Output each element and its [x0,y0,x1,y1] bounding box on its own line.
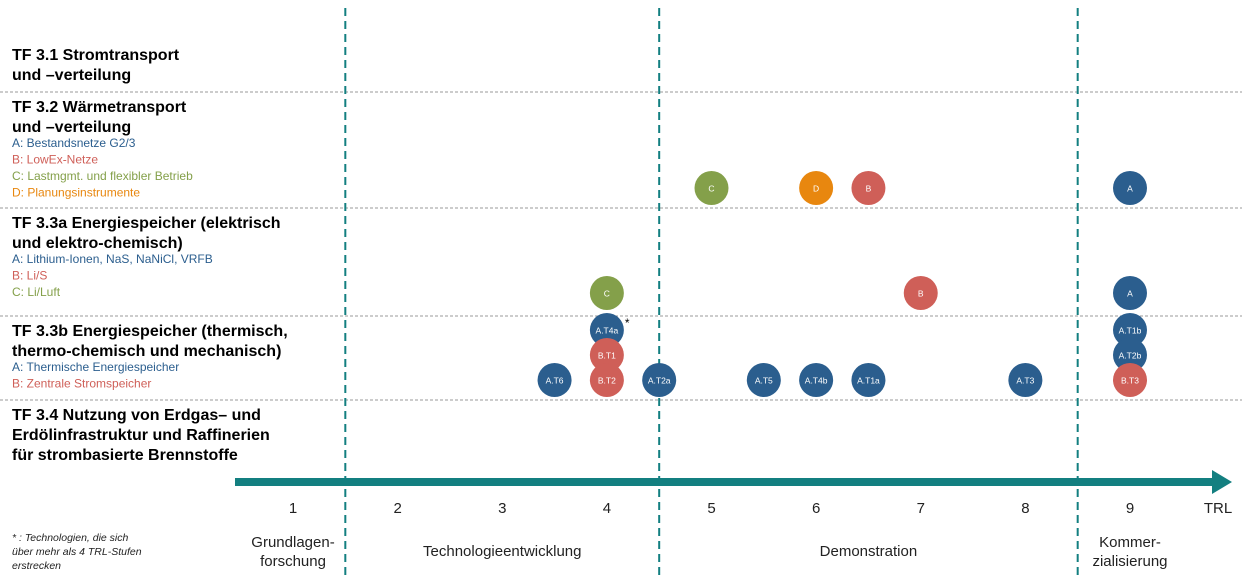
marker-label: A.T1b [1119,325,1142,335]
phase-label: Demonstration [820,543,918,560]
marker-circle [903,276,938,310]
row-title: TF 3.2 Wärmetransport [12,99,187,116]
row-title: und elektro-chemisch) [12,235,183,252]
marker-label: B.T2 [598,375,616,385]
marker-label: C [604,288,610,298]
marker-note: * [625,316,630,330]
marker-circle [1113,171,1147,205]
marker-label: A [1127,183,1133,193]
footnote: erstrecken [12,560,61,572]
marker-circle [799,171,834,205]
legend-item: A: Lithium-Ionen, NaS, NaNiCl, VRFB [12,252,213,266]
marker: A.T6 [537,363,572,397]
marker-label: A.T6 [546,375,564,385]
marker-label: A.T2a [648,375,671,385]
marker-circle [589,276,624,310]
legend-item: B: LowEx-Netze [12,153,98,167]
marker: D [799,171,834,205]
trl-tick: 2 [393,500,401,517]
legend-item: C: Li/Luft [12,285,61,299]
phase-label: Technologieentwicklung [423,543,581,560]
row-title: TF 3.4 Nutzung von Erdgas– und [12,407,261,424]
phase-label: Kommer- [1099,534,1161,551]
marker: A [1113,276,1147,310]
legend-item: A: Bestandsnetze G2/3 [12,136,136,150]
marker: A.T5 [746,363,781,397]
row-title: TF 3.1 Stromtransport [12,47,180,64]
marker: B.T2 [589,363,624,397]
marker: A [1113,171,1147,205]
marker-label: A.T2b [1119,350,1142,360]
footnote: über mehr als 4 TRL-Stufen [12,546,142,558]
marker-label: B [918,288,924,298]
marker-circle [694,171,729,205]
phase-label: Grundlagen- [251,534,334,551]
marker: A.T1a [851,363,886,397]
marker: A.T1b [1113,313,1147,347]
marker-circle [1008,363,1043,397]
marker-circle [642,363,677,397]
marker: A.T2a [642,363,677,397]
marker-circle [1113,313,1147,347]
marker: A.T4a [589,313,624,347]
row-title: thermo-chemisch und mechanisch) [12,343,281,360]
marker-circle [1113,338,1147,372]
marker-circle [589,313,624,347]
row-title: und –verteilung [12,119,131,136]
trl-tick: 9 [1126,500,1134,517]
marker-circle [851,363,886,397]
marker-circle [589,338,624,372]
marker-label: A.T1a [857,375,880,385]
marker: B [903,276,938,310]
marker: C [589,276,624,310]
phase-label: zialisierung [1092,553,1167,570]
row-title: TF 3.3b Energiespeicher (thermisch, [12,323,288,340]
marker-label: D [813,183,819,193]
marker-circle [537,363,572,397]
marker: B [851,171,886,205]
marker: B.T1 [589,338,624,372]
marker-label: A.T5 [755,375,773,385]
legend-item: B: Zentrale Stromspeicher [12,377,151,391]
legend-item: C: Lastmgmt. und flexibler Betrieb [12,169,193,183]
row-title: und –verteilung [12,67,131,84]
axis-arrowhead [1212,470,1232,494]
trl-tick: 7 [917,500,925,517]
marker-label: B [866,183,872,193]
marker-label: C [708,183,714,193]
trl-tick: 8 [1021,500,1029,517]
row-title: Erdölinfrastruktur und Raffinerien [12,427,270,444]
marker: A.T2b [1113,338,1147,372]
marker-label: A.T4a [596,325,619,335]
marker-label: A.T4b [805,375,828,385]
trl-tick: 3 [498,500,506,517]
marker: B.T3 [1113,363,1147,397]
marker-label: A [1127,288,1133,298]
trl-tick: 1 [289,500,297,517]
footnote: * : Technologien, die sich [12,532,129,544]
phase-label: forschung [260,553,326,570]
marker-circle [1113,363,1147,397]
legend-item: A: Thermische Energiespeicher [12,360,179,374]
marker-label: B.T3 [1121,375,1139,385]
row-title: TF 3.3a Energiespeicher (elektrisch [12,215,281,232]
marker-label: A.T3 [1016,375,1034,385]
marker-circle [589,363,624,397]
marker: A.T4b [799,363,834,397]
marker-label: B.T1 [598,350,616,360]
trl-tick: 4 [603,500,611,517]
axis-label: TRL [1204,500,1232,517]
legend-item: B: Li/S [12,269,47,283]
trl-tick: 6 [812,500,820,517]
legend-item: D: Planungsinstrumente [12,186,140,200]
marker: C [694,171,729,205]
marker: A.T3 [1008,363,1043,397]
trl-tick: 5 [707,500,715,517]
marker-circle [1113,276,1147,310]
row-title: für strombasierte Brennstoffe [12,447,238,464]
marker-circle [799,363,834,397]
marker-circle [851,171,886,205]
marker-circle [746,363,781,397]
